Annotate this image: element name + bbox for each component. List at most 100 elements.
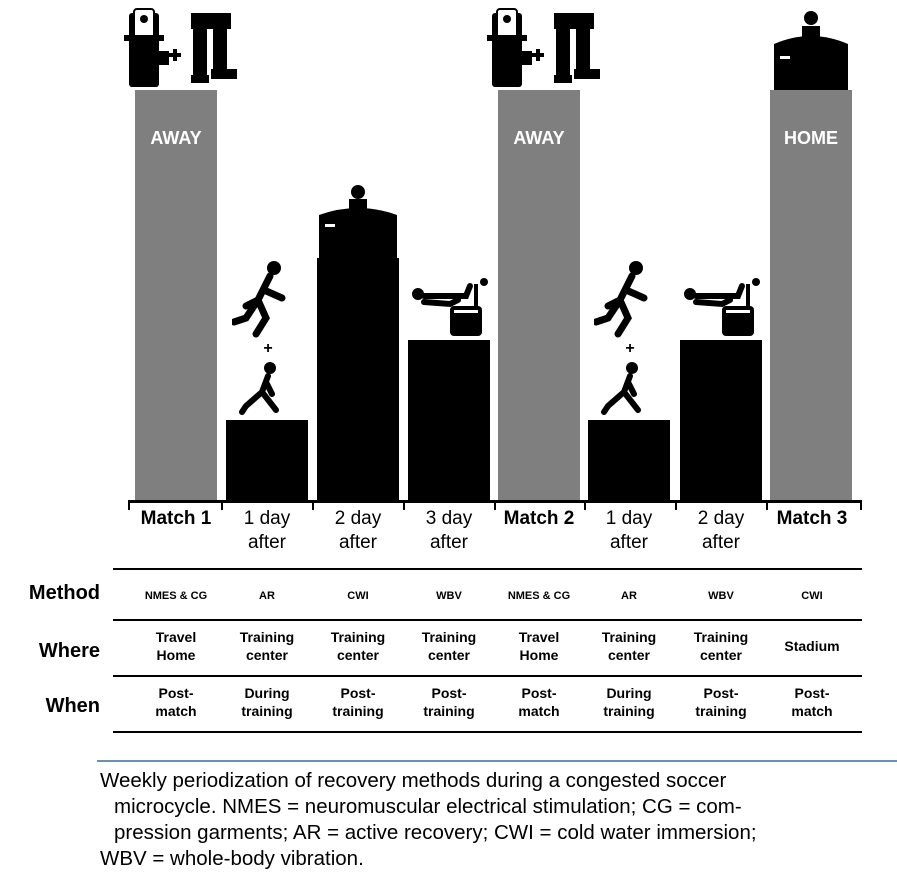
column-header: Match 2: [503, 508, 575, 529]
method-cell: NMES & CG: [144, 590, 208, 602]
when-line: During: [606, 685, 652, 701]
column-header-line1: 3 day: [425, 508, 473, 529]
table-rule: [113, 731, 862, 733]
nmes-and-compression-garments-icon: [124, 8, 237, 87]
row-header-method: Method: [28, 582, 100, 604]
axis-tick: [860, 500, 862, 510]
when-line: training: [695, 703, 747, 719]
column-header: 2 day after: [313, 507, 403, 555]
where-line: Training: [330, 629, 386, 645]
where-line: Travel: [155, 629, 197, 645]
column-match-1: AWAY: [135, 0, 217, 500]
where-cell: Training center: [312, 628, 404, 664]
where-line: Home: [519, 647, 559, 663]
when-line: Post-: [703, 685, 739, 701]
when-line: Post-: [158, 685, 194, 701]
column-day-1-after-match-1: [226, 0, 308, 500]
bar-match-3: [770, 90, 852, 500]
plus-sign: +: [625, 340, 634, 357]
axis-tick: [766, 500, 768, 510]
when-line: Post-: [431, 685, 467, 701]
axis-tick: [312, 500, 314, 510]
where-cell: Training center: [221, 628, 313, 664]
when-cell: Post- training: [312, 684, 404, 720]
when-cell: Post- match: [493, 684, 585, 720]
column-header: 1 day after: [222, 507, 312, 555]
column-header: 3 day after: [404, 507, 494, 555]
when-line: training: [603, 703, 655, 719]
whole-body-vibration-icon: [684, 278, 760, 336]
column-header-line2: after: [609, 532, 649, 553]
method-cell: CWI: [801, 590, 823, 602]
where-cell: Travel Home: [130, 628, 222, 664]
column-day-2-after-match-1: [317, 0, 399, 500]
where-line: Training: [601, 629, 657, 645]
bar-cold-water-immersion: [317, 258, 399, 500]
where-cell: Travel Home: [493, 628, 585, 664]
method-cell: CWI: [347, 590, 369, 602]
where-line: Stadium: [784, 638, 840, 654]
running-and-stretching-icon: +: [232, 261, 286, 415]
where-line: center: [427, 647, 471, 663]
nmes-and-compression-garments-icon: [487, 8, 600, 87]
column-header-line2: after: [701, 532, 741, 553]
when-cell: During training: [221, 684, 313, 720]
axis-tick: [584, 500, 586, 510]
where-line: Training: [693, 629, 749, 645]
table-rule: [113, 568, 862, 570]
when-line: training: [423, 703, 475, 719]
where-line: center: [699, 647, 743, 663]
where-cell: Training center: [403, 628, 495, 664]
where-cell: Stadium: [766, 637, 858, 655]
table-rule: [113, 619, 862, 621]
column-day-1-after-match-2: [588, 0, 670, 500]
bar-whole-body-vibration: [680, 340, 762, 500]
venue-label: AWAY: [513, 128, 565, 148]
column-day-2-after-match-2: [680, 0, 762, 500]
venue-label: AWAY: [150, 128, 202, 148]
bar-active-recovery: [226, 420, 308, 500]
method-cell: AR: [621, 590, 637, 602]
where-cell: Training center: [583, 628, 675, 664]
method-cell: NMES & CG: [507, 590, 571, 602]
bar-active-recovery: [588, 420, 670, 500]
column-day-3-after-match-1: [408, 0, 490, 500]
cold-water-immersion-icon: [774, 11, 848, 90]
axis-tick: [494, 500, 496, 510]
column-header-line2: after: [338, 532, 378, 553]
bar-match-1: [135, 90, 217, 500]
caption-line: Weekly periodization of recovery methods…: [100, 769, 727, 792]
axis-tick: [221, 500, 223, 510]
column-header-line1: 2 day: [334, 508, 382, 529]
when-line: match: [791, 703, 833, 719]
when-line: training: [332, 703, 384, 719]
whole-body-vibration-icon: [412, 278, 488, 336]
column-match-3: HOME: [770, 0, 852, 500]
column-header-line1: 2 day: [697, 508, 745, 529]
figure-caption: Weekly periodization of recovery methods…: [100, 768, 897, 872]
when-line: During: [244, 685, 290, 701]
method-cell: WBV: [708, 590, 734, 602]
where-line: center: [245, 647, 289, 663]
when-cell: During training: [583, 684, 675, 720]
axis-tick: [403, 500, 405, 510]
when-line: Post-: [794, 685, 830, 701]
column-header: 2 day after: [676, 507, 766, 555]
table-rule: [113, 675, 862, 677]
cold-water-immersion-icon: [319, 185, 397, 258]
when-cell: Post- match: [130, 684, 222, 720]
where-line: Training: [421, 629, 477, 645]
method-cell: WBV: [436, 590, 462, 602]
caption-line: microcycle. NMES = neuromuscular electri…: [114, 795, 742, 818]
when-line: Post-: [521, 685, 557, 701]
plus-sign: +: [263, 340, 272, 357]
row-header-when: When: [45, 695, 100, 717]
column-header-line2: after: [429, 532, 469, 553]
column-header: Match 3: [776, 508, 848, 529]
when-cell: Post- training: [675, 684, 767, 720]
bar-match-2: [498, 90, 580, 500]
caption-line: pression garments; AR = active recovery;…: [114, 821, 757, 844]
axis-tick: [675, 500, 677, 510]
column-header: 1 day after: [584, 507, 674, 555]
